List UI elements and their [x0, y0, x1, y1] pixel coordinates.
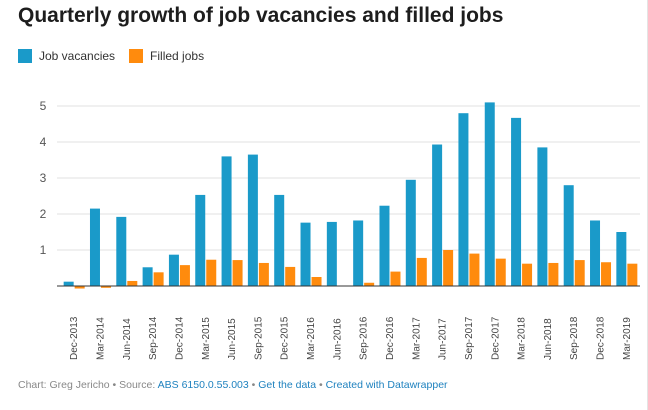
- bar-job-vacancies-mar-2018: [511, 117, 522, 286]
- footer: Chart: Greg Jericho • Source: ABS 6150.0…: [18, 379, 448, 391]
- x-tick-label-mar-2018: Mar-2018: [517, 317, 528, 360]
- x-tick-label-sep-2016: Sep-2016: [359, 316, 370, 360]
- x-tick-label-jun-2014: Jun-2014: [122, 318, 133, 360]
- bar-filled-jobs-dec-2017: [495, 258, 506, 286]
- y-tick-label-4: 4: [40, 135, 47, 149]
- legend-item-filled-jobs: Filled jobs: [129, 49, 204, 63]
- bar-filled-jobs-mar-2018: [522, 263, 533, 286]
- footer-separator: •: [248, 379, 259, 391]
- legend-item-job-vacancies: Job vacancies: [18, 49, 115, 63]
- bar-job-vacancies-jun-2014: [116, 216, 127, 286]
- bar-filled-jobs-dec-2016: [390, 271, 401, 286]
- bar-chart: 1 2 3 4 5 Dec-2013 Mar-2014 Jun-2014 Sep-2014 Dec…: [40, 99, 640, 360]
- bar-job-vacancies-dec-2017: [484, 102, 495, 287]
- bar-filled-jobs-sep-2015: [258, 262, 269, 286]
- y-tick-label-2: 2: [40, 207, 47, 221]
- bar-filled-jobs-mar-2019: [627, 263, 638, 286]
- bar-job-vacancies-mar-2015: [195, 194, 206, 286]
- bar-filled-jobs-sep-2016: [364, 282, 375, 286]
- bar-filled-jobs-jun-2014: [127, 280, 138, 286]
- chart-title: Quarterly growth of job vacancies and fi…: [18, 4, 504, 27]
- bar-job-vacancies-jun-2017: [432, 144, 443, 286]
- x-tick-label-dec-2013: Dec-2013: [69, 316, 80, 360]
- bar-filled-jobs-jun-2015: [232, 260, 243, 286]
- datawrapper-link[interactable]: Created with Datawrapper: [325, 379, 448, 391]
- bar-job-vacancies-dec-2014: [168, 254, 179, 286]
- bar-job-vacancies-mar-2016: [300, 222, 311, 286]
- x-tick-label-dec-2017: Dec-2017: [490, 316, 501, 360]
- legend: Job vacancies Filled jobs: [18, 49, 218, 63]
- bar-job-vacancies-dec-2013: [63, 281, 74, 286]
- legend-swatch-job-vacancies: [18, 49, 32, 63]
- legend-swatch-filled-jobs: [129, 49, 144, 63]
- bar-job-vacancies-sep-2018: [563, 185, 574, 286]
- y-tick-label-5: 5: [40, 99, 47, 113]
- x-tick-label-sep-2017: Sep-2017: [464, 316, 475, 360]
- bar-filled-jobs-sep-2018: [574, 260, 585, 286]
- y-tick-label-1: 1: [40, 243, 47, 257]
- x-tick-label-jun-2016: Jun-2016: [332, 318, 343, 360]
- bar-job-vacancies-mar-2019: [616, 232, 627, 286]
- x-tick-label-dec-2016: Dec-2016: [385, 316, 396, 360]
- x-tick-label-dec-2018: Dec-2018: [596, 316, 607, 360]
- get-the-data-link[interactable]: Get the data: [258, 379, 317, 391]
- bar-filled-jobs-mar-2017: [416, 257, 427, 286]
- x-tick-label-sep-2014: Sep-2014: [148, 316, 159, 360]
- bar-filled-jobs-sep-2014: [153, 272, 164, 286]
- x-tick-label-dec-2014: Dec-2014: [174, 316, 185, 360]
- footer-credit-prefix: Chart: Greg Jericho • Source:: [18, 379, 158, 391]
- bar-job-vacancies-mar-2014: [89, 208, 100, 286]
- x-tick-label-mar-2019: Mar-2019: [622, 317, 633, 360]
- bar-filled-jobs-dec-2015: [285, 266, 296, 286]
- x-tick-label-mar-2017: Mar-2017: [411, 317, 422, 360]
- bar-filled-jobs-jun-2018: [548, 262, 559, 286]
- legend-label-job-vacancies: Job vacancies: [39, 49, 116, 63]
- bar-job-vacancies-sep-2017: [458, 113, 469, 286]
- bar-job-vacancies-dec-2018: [590, 220, 601, 286]
- x-tick-label-mar-2015: Mar-2015: [201, 317, 212, 360]
- bar-filled-jobs-jun-2017: [443, 250, 454, 286]
- bar-job-vacancies-jun-2016: [326, 221, 337, 286]
- bar-filled-jobs-dec-2013: [74, 286, 85, 289]
- x-tick-label-sep-2018: Sep-2018: [569, 316, 580, 360]
- bar-job-vacancies-sep-2014: [142, 267, 153, 286]
- source-link[interactable]: ABS 6150.0.55.003: [157, 379, 249, 391]
- bar-job-vacancies-sep-2015: [247, 154, 258, 286]
- x-tick-label-mar-2016: Mar-2016: [306, 317, 317, 360]
- x-tick-label-mar-2014: Mar-2014: [95, 317, 106, 360]
- bar-job-vacancies-mar-2017: [405, 179, 416, 286]
- x-tick-label-jun-2018: Jun-2018: [543, 318, 554, 360]
- x-tick-label-jun-2017: Jun-2017: [438, 318, 449, 360]
- bar-job-vacancies-dec-2015: [274, 194, 285, 286]
- bar-job-vacancies-jun-2015: [221, 156, 232, 286]
- x-tick-label-sep-2015: Sep-2015: [253, 316, 264, 360]
- x-tick-label-dec-2015: Dec-2015: [280, 316, 291, 360]
- bar-job-vacancies-sep-2016: [353, 220, 364, 286]
- y-tick-label-3: 3: [40, 171, 47, 185]
- bar-job-vacancies-dec-2016: [379, 205, 390, 286]
- bar-filled-jobs-sep-2017: [469, 253, 480, 286]
- bar-filled-jobs-mar-2016: [311, 277, 322, 286]
- bar-filled-jobs-mar-2014: [100, 286, 111, 288]
- bar-filled-jobs-dec-2018: [601, 262, 612, 286]
- bar-filled-jobs-dec-2014: [179, 265, 190, 286]
- bar-job-vacancies-jun-2018: [537, 147, 548, 286]
- bar-filled-jobs-mar-2015: [206, 259, 217, 286]
- legend-label-filled-jobs: Filled jobs: [150, 49, 205, 63]
- footer-separator: •: [316, 379, 326, 391]
- x-tick-label-jun-2015: Jun-2015: [227, 318, 238, 360]
